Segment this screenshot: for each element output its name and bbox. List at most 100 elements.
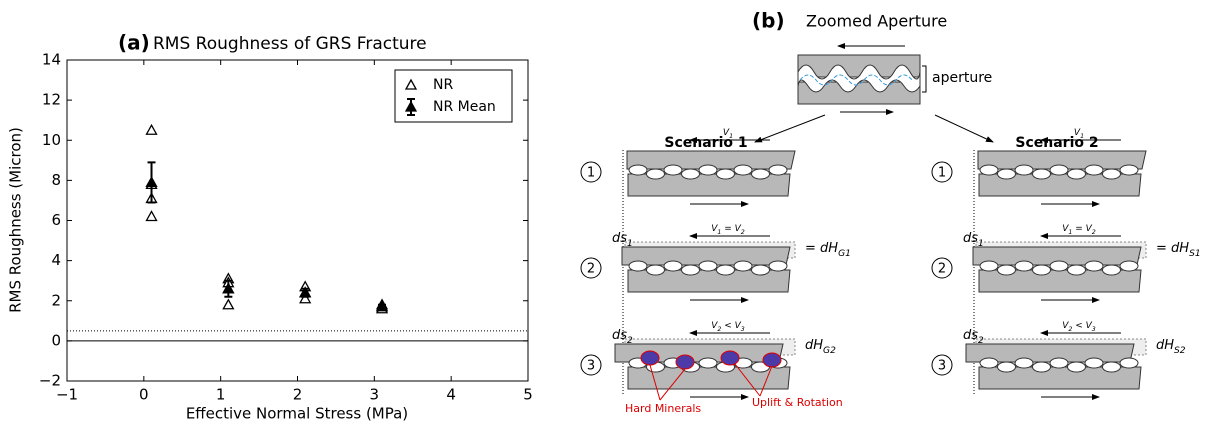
grain: [629, 261, 647, 271]
subscript: 2: [1092, 229, 1096, 236]
subscript: G1: [838, 249, 851, 259]
label-part: dH: [805, 338, 823, 353]
subscript: 2: [978, 336, 984, 346]
grain: [769, 261, 787, 271]
label-part: ds: [963, 231, 978, 246]
point: [147, 211, 157, 220]
x-tick-label: 1: [216, 386, 226, 404]
y-axis-label: RMS Roughness (Micron): [7, 127, 25, 313]
subscript: S2: [1174, 346, 1186, 356]
y-tick-label: 12: [42, 91, 61, 109]
point: [147, 125, 157, 134]
grain: [717, 169, 735, 179]
grain: [998, 169, 1016, 179]
grain: [682, 169, 700, 179]
grain: [734, 261, 752, 271]
grain: [1015, 261, 1033, 271]
grain: [664, 165, 682, 175]
grain: [699, 358, 717, 368]
step-number: 1: [938, 166, 946, 181]
subscript: 1: [1080, 133, 1084, 140]
y-tick-label: 4: [51, 251, 61, 269]
label: V2 < V3: [1062, 321, 1096, 333]
label-part: < V: [1072, 321, 1092, 331]
step-number: 3: [938, 359, 946, 374]
label: = dHS1: [1156, 241, 1201, 259]
grain: [1068, 265, 1086, 275]
subscript: 2: [741, 229, 745, 236]
diagram-title: Zoomed Aperture: [806, 12, 947, 31]
grain: [998, 265, 1016, 275]
label-part: dH: [1156, 338, 1174, 353]
subscript: S1: [1189, 249, 1201, 259]
hard-mineral: [641, 351, 659, 365]
grain: [1050, 261, 1068, 271]
grain: [699, 165, 717, 175]
x-tick-label: 3: [370, 386, 380, 404]
bracket: [922, 66, 926, 92]
grain: [1120, 261, 1138, 271]
y-tick-label: 2: [51, 291, 61, 309]
label-part: = dH: [1156, 241, 1189, 256]
grain: [1033, 169, 1051, 179]
grain: [980, 165, 998, 175]
grain: [769, 165, 787, 175]
label-part: ds: [612, 231, 627, 246]
label: = dHG1: [805, 241, 851, 259]
grain: [1085, 165, 1103, 175]
label-part: = V: [721, 224, 741, 234]
grain: [998, 362, 1016, 372]
step-number: 3: [587, 359, 595, 374]
subscript: 2: [627, 336, 633, 346]
grain: [1103, 169, 1121, 179]
x-tick-label: 2: [293, 386, 303, 404]
label-part: ds: [963, 328, 978, 343]
label: V1 = V2: [711, 224, 745, 236]
label-part: = V: [1072, 224, 1092, 234]
grain: [752, 169, 770, 179]
subscript: 1: [729, 133, 733, 140]
label-part: < V: [721, 321, 741, 331]
annotation: Uplift & Rotation: [752, 396, 843, 409]
x-tick-label: 5: [523, 386, 533, 404]
point: [223, 300, 233, 309]
y-tick-label: 10: [42, 131, 61, 149]
grain: [647, 265, 665, 275]
x-axis-label: Effective Normal Stress (MPa): [186, 405, 408, 423]
grain: [1120, 358, 1138, 368]
label-part: = dH: [805, 241, 838, 256]
grain: [629, 165, 647, 175]
y-tick-label: 0: [51, 331, 61, 349]
y-tick-label: 6: [51, 211, 61, 229]
x-tick-label: 0: [139, 386, 149, 404]
y-tick-label: 14: [42, 51, 61, 69]
grain: [980, 261, 998, 271]
subscript: G2: [823, 346, 836, 356]
scenario-title: Scenario 2: [1015, 135, 1098, 151]
legend-label: NR Mean: [433, 99, 496, 115]
grain: [1033, 265, 1051, 275]
grain: [980, 358, 998, 368]
subscript: 1: [978, 239, 984, 249]
aperture-label: aperture: [932, 70, 992, 86]
panel-label: (b): [752, 9, 785, 33]
grain: [1015, 165, 1033, 175]
grain: [1103, 362, 1121, 372]
grain: [1015, 358, 1033, 368]
hard-mineral: [676, 355, 694, 369]
legend-label: NR: [433, 77, 453, 93]
figure: (a) RMS Roughness of GRS Fracture Effect…: [0, 0, 1206, 428]
grain: [1085, 358, 1103, 368]
y-tick-label: 8: [51, 171, 61, 189]
panel-label: (a): [118, 31, 150, 55]
grain: [647, 169, 665, 179]
arrow: [755, 115, 825, 142]
step-number: 2: [938, 262, 946, 277]
grain: [1085, 261, 1103, 271]
diagram-b: (b) Zoomed Aperture aperture Scenario 11…: [581, 9, 1201, 416]
grain: [1068, 169, 1086, 179]
x-tick-label: −1: [56, 386, 78, 404]
chart-title: RMS Roughness of GRS Fracture: [153, 34, 427, 54]
grain: [734, 165, 752, 175]
arrow: [935, 115, 993, 142]
